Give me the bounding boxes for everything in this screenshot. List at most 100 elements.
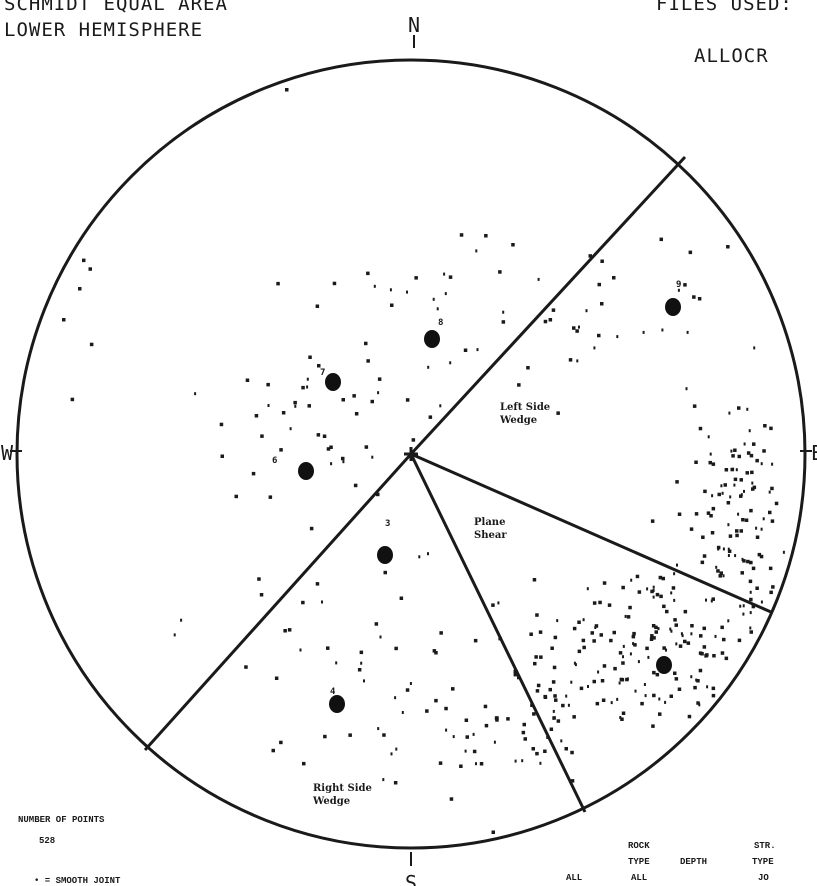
pole-point [444, 292, 447, 296]
pole-point [683, 283, 687, 287]
pole-point [459, 233, 464, 237]
pole-point [475, 762, 477, 766]
pole-point [574, 663, 577, 667]
pole-point [673, 572, 676, 576]
pole-point [473, 638, 478, 643]
pole-point [688, 250, 693, 255]
pole-point [377, 727, 380, 731]
pole-point [405, 398, 410, 402]
pole-point [616, 335, 619, 339]
pole-point [670, 591, 673, 595]
pole-point [364, 341, 368, 346]
pole-point [267, 404, 270, 407]
pole-point [729, 495, 732, 499]
pole-point [259, 593, 264, 597]
pole-point [651, 624, 656, 628]
cluster-label-9: 9 [676, 280, 681, 290]
pole-point [690, 632, 693, 636]
pole-point [652, 670, 656, 675]
pole-point [714, 634, 717, 638]
pole-point [550, 646, 554, 650]
pole-point [306, 385, 309, 389]
pole-point [712, 654, 716, 658]
pole-point [586, 587, 589, 591]
pole-point [560, 739, 563, 743]
cluster-label-3: 3 [385, 519, 390, 529]
pole-point [728, 534, 733, 538]
pole-point [536, 683, 541, 688]
pole-point [538, 630, 543, 634]
pole-point [582, 645, 586, 650]
pole-point [751, 566, 756, 571]
pole-point [768, 510, 772, 515]
pole-point [389, 288, 392, 292]
pole-point [553, 635, 558, 640]
pole-point [382, 733, 386, 737]
pole-point [654, 630, 658, 634]
pole-point [594, 626, 597, 629]
pole-point [374, 622, 379, 626]
pole-point [271, 748, 275, 753]
pole-point [771, 585, 775, 589]
east-label: E [811, 441, 817, 465]
pole-point [464, 718, 469, 722]
cluster-marker-9 [665, 298, 681, 316]
pole-point [658, 697, 661, 701]
pole-point [491, 603, 495, 607]
pole-point [552, 665, 557, 670]
pole-point [753, 346, 756, 350]
pole-point [740, 493, 743, 497]
pole-point [409, 682, 412, 685]
pole-point [600, 302, 604, 306]
pole-point [727, 547, 730, 551]
pole-point [749, 508, 753, 513]
pole-point [180, 618, 183, 622]
pole-point [309, 526, 314, 531]
pole-point [572, 715, 576, 719]
pole-point [661, 576, 665, 581]
pole-point [640, 701, 644, 706]
pole-point [260, 434, 264, 438]
pole-point [624, 614, 627, 618]
pole-point [703, 489, 707, 494]
pole-point [582, 618, 585, 622]
pole-point [770, 519, 775, 523]
pole-point [709, 514, 713, 518]
south-label: S [405, 871, 417, 886]
pole-point [475, 249, 478, 253]
pole-point [735, 533, 739, 538]
pole-point [609, 638, 613, 643]
pole-point [737, 406, 741, 410]
pole-point [622, 644, 625, 648]
pole-point [690, 624, 694, 628]
pole-point [427, 552, 429, 556]
right-side-wedge-line2: Wedge [312, 796, 350, 807]
pole-point [329, 445, 333, 449]
pole-point [733, 483, 736, 487]
pole-point [506, 717, 510, 721]
pole-point [628, 605, 632, 610]
pole-point [711, 494, 714, 498]
pole-point [317, 364, 321, 368]
pole-points [62, 88, 785, 834]
pole-point [762, 449, 766, 453]
pole-point [279, 448, 283, 452]
pole-point [451, 687, 455, 691]
pole-point [662, 604, 666, 609]
pole-point [308, 355, 312, 359]
pole-point [452, 735, 455, 739]
pole-point [739, 494, 743, 498]
pole-point [539, 761, 542, 765]
pole-point [326, 646, 330, 650]
pole-point [268, 495, 273, 499]
pole-point [769, 590, 773, 595]
pole-point [497, 601, 500, 605]
pole-point [600, 679, 605, 683]
pole-point [495, 718, 499, 722]
pole-point [70, 397, 75, 402]
pole-point [706, 685, 709, 689]
pole-point [285, 88, 289, 92]
pole-point [633, 643, 637, 647]
pole-point [552, 709, 555, 713]
pole-point [618, 681, 621, 685]
